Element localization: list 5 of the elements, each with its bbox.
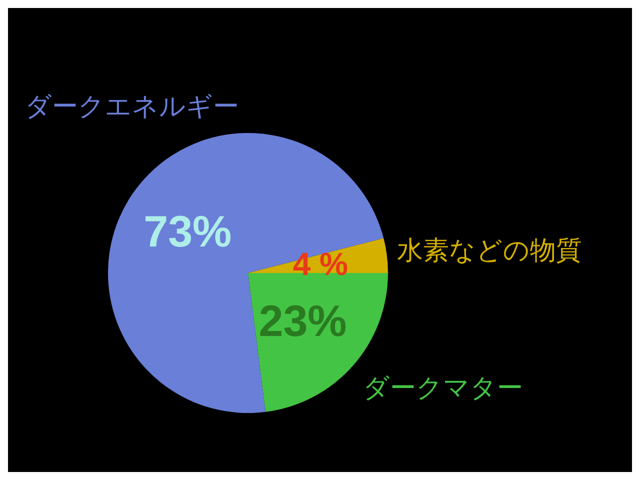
data-label: 73% [144,207,232,256]
slice-label: ダークマター [363,374,524,404]
slice-label: ダークエネルギー [25,92,240,122]
slice-label: 水素などの物質 [396,236,582,266]
data-label: 23% [258,296,347,346]
